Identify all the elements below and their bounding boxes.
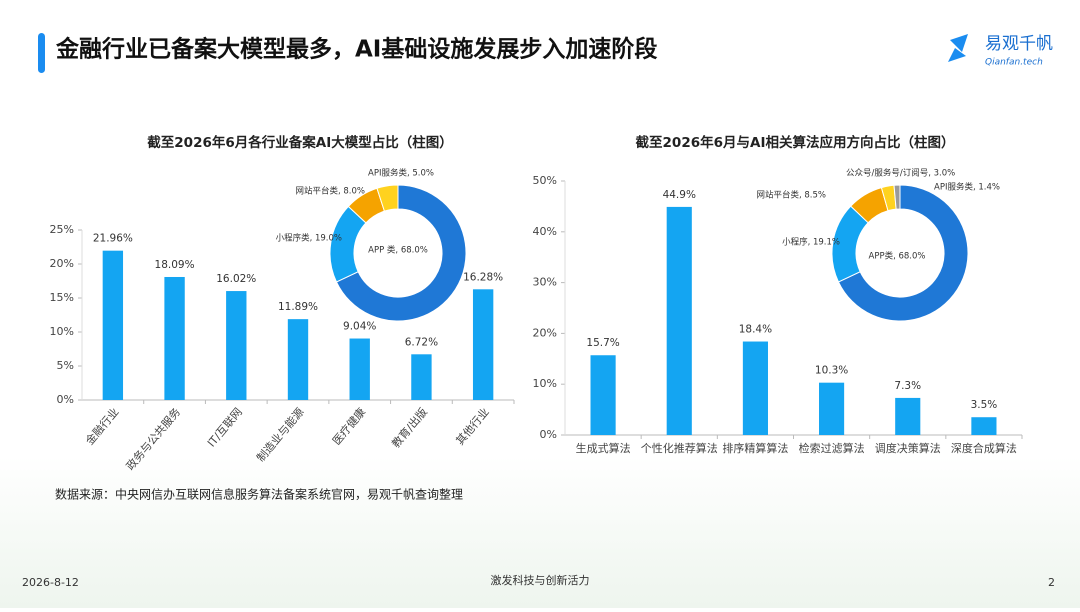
y-tick-label: 50% xyxy=(533,174,557,187)
bar xyxy=(102,250,124,400)
y-tick-label: 15% xyxy=(50,291,74,304)
donut-label: 小程序类, 19.0% xyxy=(276,233,342,244)
slide-title: 金融行业已备案大模型最多，AI基础设施发展步入加速阶段 xyxy=(55,36,657,63)
logo-text: 易观千帆 xyxy=(985,34,1053,54)
donut-label: 小程序, 19.1% xyxy=(782,237,840,248)
value-label: 15.7% xyxy=(586,337,619,349)
x-tick-label: 调度决策算法 xyxy=(875,441,941,455)
chart-title: 截至2026年6月各行业备案AI大模型占比（柱图） xyxy=(147,134,452,151)
footer-date: 2026-8-12 xyxy=(22,576,79,589)
donut-segment xyxy=(376,184,399,212)
x-tick-label: 检索过滤算法 xyxy=(799,441,865,455)
logo-icon xyxy=(948,34,968,62)
bar xyxy=(666,206,692,435)
donut-segment xyxy=(837,184,969,322)
bar xyxy=(164,276,185,400)
title-accent xyxy=(38,33,45,73)
bar xyxy=(349,338,370,400)
page-number: 2 xyxy=(1048,576,1055,589)
bar xyxy=(472,289,494,400)
y-tick-label: 5% xyxy=(57,359,74,372)
chart-title: 截至2026年6月与AI相关算法应用方向占比（柱图） xyxy=(636,134,955,151)
donut-label: 公众号/服务号/订阅号, 3.0% xyxy=(846,168,955,179)
y-tick-label: 25% xyxy=(50,223,74,236)
value-label: 21.96% xyxy=(93,233,133,245)
logo-subtext: Qianfan.tech xyxy=(985,58,1043,68)
value-label: 7.3% xyxy=(894,380,921,392)
source-note: 数据来源：中央网信办互联网信息服务算法备案系统官网，易观千帆查询整理 xyxy=(55,487,463,502)
bar xyxy=(742,341,768,435)
value-label: 3.5% xyxy=(971,399,998,411)
donut-segment xyxy=(893,184,901,210)
donut-label: 网站平台类, 8.0% xyxy=(296,186,366,197)
value-label: 18.4% xyxy=(739,324,772,336)
y-tick-label: 30% xyxy=(533,276,557,289)
value-label: 44.9% xyxy=(663,189,696,201)
bar xyxy=(819,382,845,435)
y-tick-label: 10% xyxy=(50,325,74,338)
bar xyxy=(971,417,997,435)
logo: 易观千帆 Qianfan.tech xyxy=(948,34,1053,68)
donut-label: API服务类, 5.0% xyxy=(368,168,434,179)
y-tick-label: 0% xyxy=(57,393,74,406)
x-tick-label: 个性化推荐算法 xyxy=(641,441,718,455)
bar xyxy=(590,355,616,435)
value-label: 9.04% xyxy=(343,321,376,333)
x-tick-label: 排序精算算法 xyxy=(722,441,788,455)
value-label: 6.72% xyxy=(405,336,438,348)
y-tick-label: 10% xyxy=(533,377,557,390)
x-tick-label: 深度合成算法 xyxy=(951,441,1017,455)
bar xyxy=(895,397,921,435)
y-tick-label: 20% xyxy=(533,326,557,339)
value-label: 16.28% xyxy=(463,271,503,283)
donut-segment xyxy=(335,184,467,322)
donut-label: APP类, 68.0% xyxy=(869,251,926,262)
x-tick-label: 生成式算法 xyxy=(576,441,631,455)
bar xyxy=(411,354,432,400)
value-label: 16.02% xyxy=(216,273,256,285)
value-label: 18.09% xyxy=(155,259,195,271)
bar xyxy=(226,291,247,400)
y-tick-label: 0% xyxy=(540,428,557,441)
donut-label: APP 类, 68.0% xyxy=(368,245,428,256)
value-label: 10.3% xyxy=(815,365,848,377)
bar xyxy=(287,319,309,400)
donut-label: API服务类, 1.4% xyxy=(934,182,1000,193)
y-tick-label: 20% xyxy=(50,257,74,270)
footer-slogan: 激发科技与创新活力 xyxy=(491,573,590,587)
y-tick-label: 40% xyxy=(533,225,557,238)
donut-label: 网站平台类, 8.5% xyxy=(757,190,827,201)
value-label: 11.89% xyxy=(278,301,318,313)
